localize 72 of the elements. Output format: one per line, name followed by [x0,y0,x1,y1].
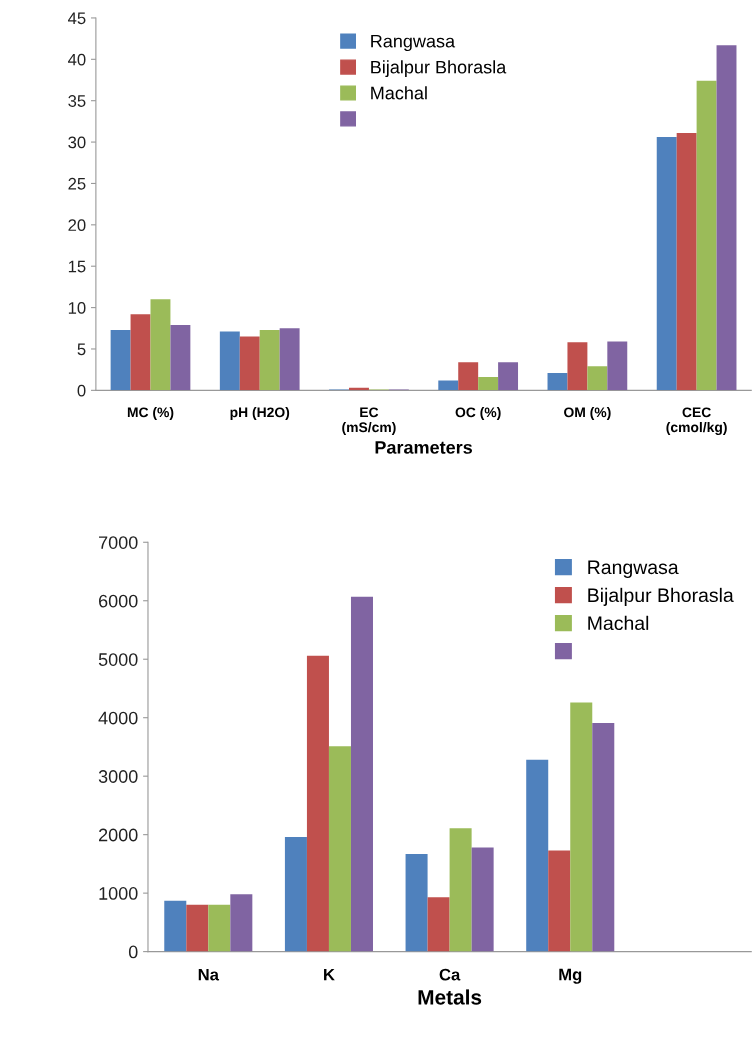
bar [306,655,329,952]
bar [607,341,628,391]
y-tick-label: 5000 [98,653,138,666]
bar [186,904,209,952]
bar [478,377,499,391]
y-tick-label: 6000 [99,594,138,608]
y-tick-label: 0 [128,945,138,959]
x-axis-title: Parameters [375,441,472,454]
x-tick-label: MC (%) [127,407,174,420]
bar [676,132,697,391]
bar [548,850,571,952]
legend-label: Machal [371,86,427,100]
y-tick-label: 40 [68,53,86,66]
bar [284,836,307,952]
y-tick-label: 5 [77,343,86,356]
bar [350,596,373,952]
y-tick-label: 2000 [99,828,138,842]
bar [471,847,494,952]
bar [259,329,280,391]
y-tick-label: 35 [68,95,86,107]
bar [567,342,588,391]
x-axis-title: Metals [418,989,482,1005]
y-tick-label: 3000 [98,770,138,783]
legend-label: Rangwasa [371,34,456,52]
bar [716,45,737,391]
x-tick-label: K [324,968,335,981]
x-tick-label: Mg [559,968,582,984]
bar [110,329,131,391]
legend-label: Machal [588,615,649,631]
bar [526,759,549,952]
bar [208,904,231,952]
x-tick-label: Ca [439,968,461,981]
y-tick-label: 4000 [98,711,138,725]
bar [164,900,187,952]
x-tick-label: OM (%) [564,407,611,420]
bar [587,366,608,391]
y-tick-label: 25 [68,177,86,190]
x-tick-label: Na [198,968,220,981]
y-tick-label: 10 [68,301,86,314]
bar [279,328,300,391]
x-tick-label: EC (mS/cm) [342,407,396,435]
legend-label: Bijalpur Bhorasla [588,587,734,606]
bar [239,336,260,391]
y-tick-label: 20 [68,219,86,232]
bar [449,828,472,952]
bar [696,80,717,391]
y-tick-label: 7000 [99,536,138,549]
bar [458,362,479,391]
bar [219,331,240,391]
bar [427,897,450,952]
bar [150,299,171,391]
y-tick-label: 30 [68,136,86,149]
y-tick-label: 1000 [99,887,138,900]
x-tick-label: OC (%) [455,407,501,420]
bar [656,137,677,391]
bar [570,702,593,952]
y-tick-label: 45 [68,12,86,25]
bar [592,722,615,952]
x-tick-label: pH (H2O) [230,407,290,420]
bar [230,894,253,952]
bar [405,853,428,952]
legend-label: Rangwasa [588,560,679,578]
bar [170,324,191,391]
bar [130,314,151,391]
bar [328,746,351,952]
bar [438,380,459,391]
y-tick-label: 15 [68,260,86,273]
bar [498,362,519,391]
x-tick-label: CEC (cmol/kg) [666,407,727,435]
legend-label: Bijalpur Bhorasla [371,60,507,78]
bar [547,372,568,391]
y-tick-label: 0 [77,384,86,397]
